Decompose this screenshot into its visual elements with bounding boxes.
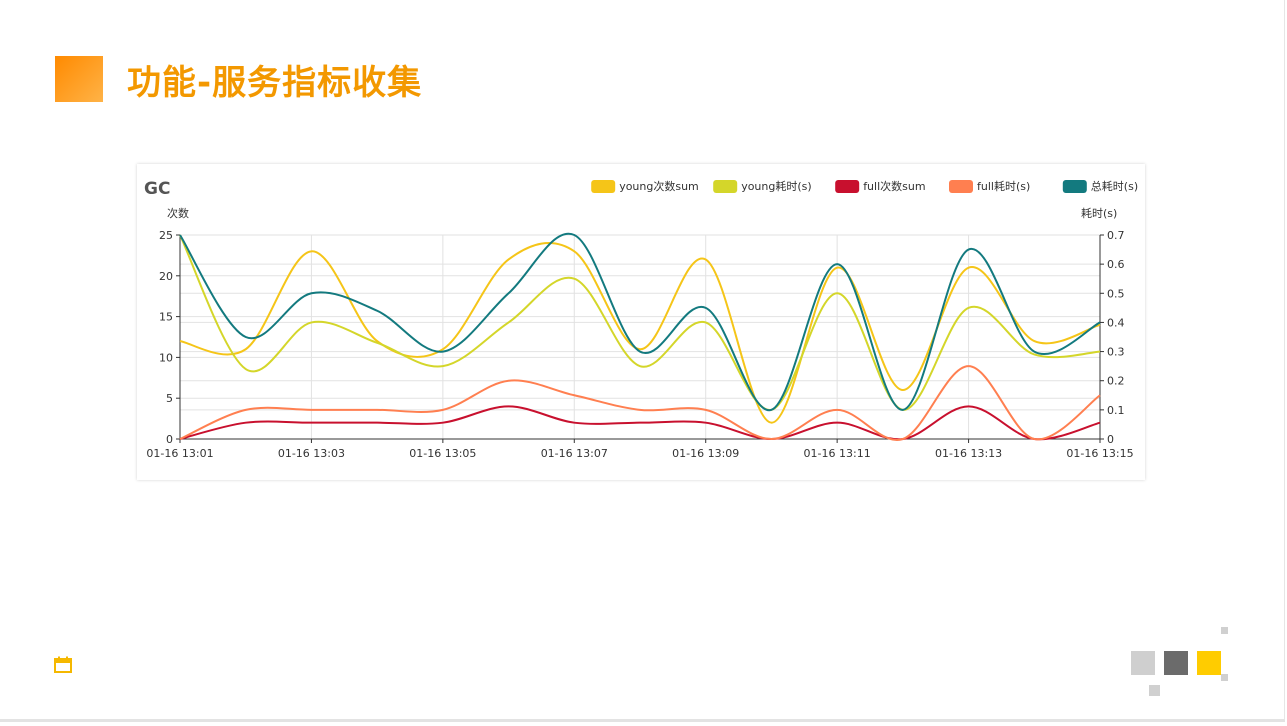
legend-label-5: 总耗时(s) — [1091, 179, 1138, 193]
deco-square — [1197, 651, 1221, 675]
gc-chart: GC 次数 耗时(s) 0 5 10 15 20 25 0 0.1 0.2 0.3 0.4 0.5 0.6 0.… — [144, 179, 1138, 460]
calendar-icon — [54, 656, 72, 673]
y-left-tick-label: 20 — [159, 270, 173, 283]
y-left-tick-label: 25 — [159, 229, 173, 242]
legend-label-2: young耗时(s) — [741, 180, 811, 193]
x-tick-label: 01-16 13:09 — [672, 447, 739, 460]
chart-title: GC — [144, 179, 170, 199]
x-tick-label: 01-16 13:01 — [146, 447, 213, 460]
series-line-4 — [179, 365, 1101, 441]
y-left-tick-label: 15 — [159, 311, 173, 324]
y-right-tick-label: 0.2 — [1107, 375, 1125, 388]
series-line-3 — [179, 405, 1101, 441]
y-right-tick-label: 0.3 — [1107, 346, 1125, 359]
legend-swatch-2 — [713, 180, 738, 193]
legend-swatch-5 — [1062, 180, 1087, 193]
legend-label-4: full耗时(s) — [977, 180, 1030, 193]
y-left-tick-label: 0 — [166, 433, 173, 446]
title-accent-square — [55, 56, 103, 102]
series-line-1 — [179, 242, 1101, 424]
series-line-2 — [179, 234, 1101, 411]
x-tick-label: 01-16 13:11 — [804, 447, 871, 460]
legend-swatch-4 — [949, 180, 973, 193]
y-left-tick-label: 5 — [166, 392, 173, 405]
x-tick-label: 01-16 13:13 — [935, 447, 1002, 460]
legend-swatch-1 — [591, 180, 616, 193]
y-right-tick-label: 0.1 — [1107, 404, 1125, 417]
y-axis-right-label: 耗时(s) — [1081, 207, 1117, 220]
x-tick-label: 01-16 13:03 — [278, 447, 345, 460]
y-right-tick-label: 0.5 — [1107, 287, 1125, 300]
y-axis-left-label: 次数 — [167, 206, 189, 220]
deco-square — [1221, 627, 1228, 634]
x-tick-label: 01-16 13:15 — [1066, 447, 1133, 460]
y-right-tick-label: 0.4 — [1107, 316, 1125, 329]
legend-swatch-3 — [835, 180, 860, 193]
series-line-5 — [179, 232, 1101, 411]
legend-label-3: full次数sum — [863, 179, 925, 193]
gc-chart-card: GC 次数 耗时(s) 0 5 10 15 20 25 0 0.1 0.2 0.3 0.4 0.5 0.6 0.… — [137, 164, 1145, 480]
y-right-tick-label: 0.6 — [1107, 258, 1125, 271]
slide-title: 功能-服务指标收集 — [127, 63, 423, 103]
legend-label-1: young次数sum — [619, 179, 699, 193]
deco-square — [1131, 651, 1155, 675]
x-tick-label: 01-16 13:07 — [541, 447, 608, 460]
x-tick-label: 01-16 13:05 — [409, 447, 476, 460]
deco-square — [1221, 674, 1228, 681]
deco-square — [1149, 685, 1160, 696]
deco-square — [1164, 651, 1188, 675]
y-left-tick-label: 10 — [159, 351, 173, 364]
y-right-tick-label: 0 — [1107, 433, 1114, 446]
y-right-tick-label: 0.7 — [1107, 229, 1125, 242]
